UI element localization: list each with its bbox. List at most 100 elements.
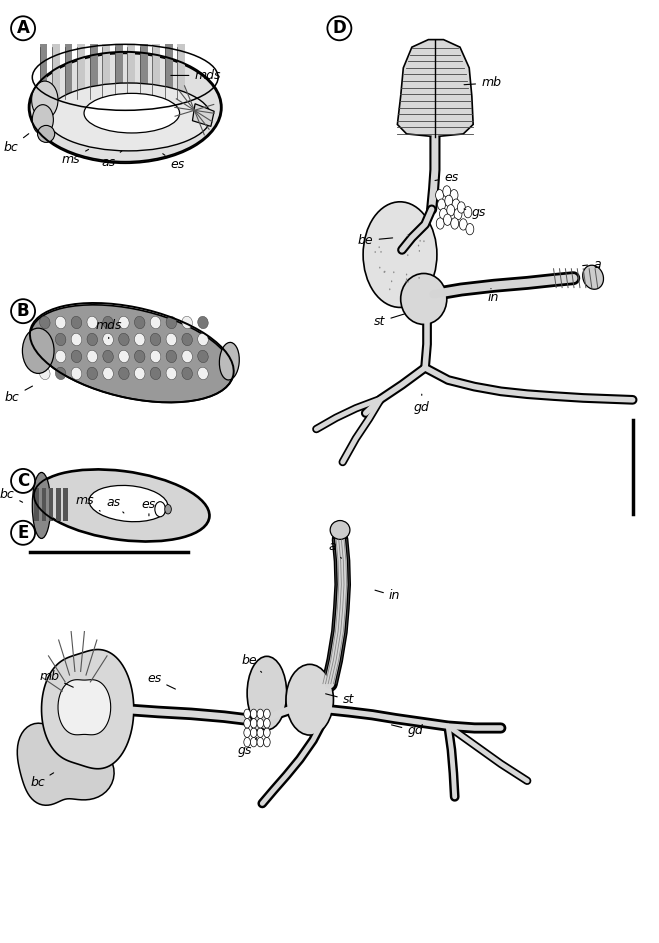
- Ellipse shape: [71, 367, 82, 380]
- Circle shape: [378, 254, 380, 256]
- Ellipse shape: [87, 333, 98, 346]
- Circle shape: [250, 737, 257, 747]
- Text: st: st: [374, 314, 405, 328]
- Circle shape: [447, 205, 455, 216]
- Ellipse shape: [134, 350, 145, 363]
- Text: gd: gd: [414, 394, 430, 414]
- Ellipse shape: [182, 367, 192, 380]
- Ellipse shape: [150, 316, 161, 329]
- Circle shape: [22, 328, 54, 373]
- Ellipse shape: [119, 316, 129, 329]
- Circle shape: [399, 222, 400, 223]
- Circle shape: [257, 709, 264, 719]
- Text: mb: mb: [40, 670, 73, 687]
- Circle shape: [395, 223, 396, 224]
- Ellipse shape: [119, 350, 129, 363]
- Polygon shape: [127, 44, 135, 99]
- Ellipse shape: [87, 316, 98, 329]
- Ellipse shape: [286, 664, 333, 736]
- Text: st: st: [326, 693, 354, 706]
- Ellipse shape: [55, 367, 66, 380]
- Text: in: in: [487, 289, 499, 305]
- Polygon shape: [65, 44, 72, 99]
- Circle shape: [452, 199, 460, 210]
- Circle shape: [454, 208, 462, 220]
- Ellipse shape: [119, 367, 129, 380]
- Text: in: in: [375, 589, 400, 603]
- Ellipse shape: [103, 367, 113, 380]
- Circle shape: [250, 709, 257, 719]
- Polygon shape: [58, 680, 111, 735]
- Circle shape: [444, 214, 451, 225]
- Ellipse shape: [166, 350, 177, 363]
- Ellipse shape: [30, 53, 221, 161]
- Text: bc: bc: [30, 773, 53, 789]
- Circle shape: [244, 728, 250, 737]
- Polygon shape: [115, 44, 123, 99]
- Circle shape: [363, 202, 437, 307]
- Ellipse shape: [182, 350, 192, 363]
- Circle shape: [457, 202, 465, 213]
- Text: bc: bc: [5, 386, 32, 404]
- Circle shape: [422, 240, 424, 242]
- Text: be: be: [241, 653, 262, 672]
- Ellipse shape: [55, 316, 66, 329]
- Ellipse shape: [401, 273, 447, 324]
- Polygon shape: [77, 44, 85, 99]
- Circle shape: [32, 105, 53, 135]
- Ellipse shape: [35, 470, 209, 541]
- Polygon shape: [17, 723, 114, 805]
- Polygon shape: [165, 44, 173, 99]
- Ellipse shape: [150, 333, 161, 346]
- Ellipse shape: [103, 333, 113, 346]
- Polygon shape: [40, 44, 47, 99]
- Ellipse shape: [134, 316, 145, 329]
- Text: E: E: [17, 523, 29, 542]
- Circle shape: [264, 709, 270, 719]
- Text: ms: ms: [76, 494, 100, 511]
- Polygon shape: [177, 44, 185, 99]
- Text: a: a: [583, 257, 601, 271]
- Ellipse shape: [247, 656, 287, 730]
- Ellipse shape: [119, 333, 129, 346]
- Text: es: es: [435, 171, 459, 184]
- Ellipse shape: [71, 333, 82, 346]
- Circle shape: [406, 282, 407, 284]
- Polygon shape: [42, 650, 134, 769]
- Text: as: as: [101, 151, 122, 169]
- Circle shape: [32, 81, 58, 119]
- Circle shape: [250, 719, 257, 728]
- Ellipse shape: [55, 350, 66, 363]
- Circle shape: [436, 190, 444, 201]
- Circle shape: [416, 271, 417, 273]
- Text: ms: ms: [62, 149, 88, 166]
- Circle shape: [264, 728, 270, 737]
- Text: mds: mds: [96, 319, 122, 339]
- Text: A: A: [16, 19, 30, 38]
- Circle shape: [155, 502, 165, 517]
- Text: mb: mb: [464, 76, 501, 90]
- Ellipse shape: [134, 367, 145, 380]
- Polygon shape: [140, 44, 148, 99]
- Text: be: be: [358, 234, 393, 247]
- Circle shape: [440, 208, 447, 220]
- Circle shape: [418, 275, 419, 277]
- Ellipse shape: [198, 316, 208, 329]
- Circle shape: [395, 240, 396, 241]
- Circle shape: [264, 719, 270, 728]
- Circle shape: [257, 719, 264, 728]
- Circle shape: [257, 737, 264, 747]
- Circle shape: [464, 207, 472, 218]
- Circle shape: [438, 199, 445, 210]
- Circle shape: [381, 259, 382, 261]
- Circle shape: [384, 278, 385, 280]
- Ellipse shape: [55, 333, 66, 346]
- Polygon shape: [49, 488, 53, 521]
- Circle shape: [390, 222, 391, 223]
- Circle shape: [244, 737, 250, 747]
- Ellipse shape: [32, 472, 51, 538]
- Circle shape: [408, 285, 409, 287]
- Polygon shape: [52, 44, 60, 99]
- Circle shape: [404, 269, 405, 271]
- Text: a: a: [328, 540, 341, 558]
